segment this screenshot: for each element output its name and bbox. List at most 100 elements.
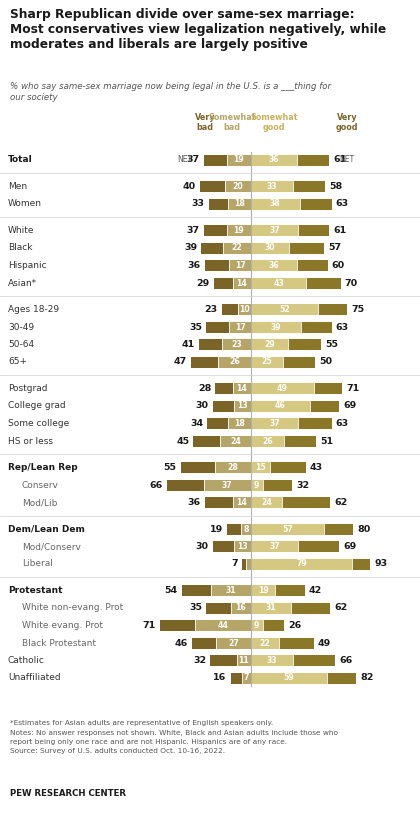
- Bar: [241, 523, 251, 535]
- Bar: [251, 620, 262, 631]
- Text: 26: 26: [262, 436, 273, 445]
- Text: 37: 37: [186, 155, 199, 164]
- Bar: [222, 304, 238, 315]
- Bar: [213, 400, 234, 412]
- Bar: [306, 278, 341, 288]
- Text: 8: 8: [243, 524, 249, 533]
- Bar: [166, 479, 204, 491]
- Text: 42: 42: [309, 586, 322, 595]
- Text: Black: Black: [8, 243, 32, 252]
- Text: 65+: 65+: [8, 357, 27, 366]
- Text: Very
good: Very good: [336, 113, 358, 132]
- Text: Some college: Some college: [8, 419, 69, 428]
- Bar: [233, 278, 251, 288]
- Text: 44: 44: [217, 621, 228, 630]
- Text: Mod/Conserv: Mod/Conserv: [22, 542, 81, 551]
- Bar: [270, 462, 306, 473]
- Bar: [251, 655, 293, 666]
- Text: Total: Total: [8, 155, 33, 164]
- Text: 31: 31: [226, 586, 236, 595]
- Text: 61: 61: [333, 226, 346, 235]
- Bar: [251, 199, 299, 209]
- Text: 37: 37: [186, 226, 199, 235]
- Text: White: White: [8, 226, 34, 235]
- Text: 32: 32: [296, 480, 309, 489]
- Bar: [251, 523, 324, 535]
- Text: Mod/Lib: Mod/Lib: [22, 498, 58, 507]
- Bar: [199, 339, 222, 350]
- Text: 13: 13: [237, 401, 248, 410]
- Text: 13: 13: [237, 542, 248, 551]
- Bar: [251, 585, 276, 596]
- Text: 26: 26: [229, 357, 240, 366]
- Bar: [215, 383, 233, 394]
- Bar: [228, 199, 251, 209]
- Bar: [251, 304, 318, 315]
- Text: 62: 62: [334, 498, 348, 507]
- Text: 27: 27: [228, 638, 239, 647]
- Text: 50: 50: [319, 357, 332, 366]
- Text: 70: 70: [344, 278, 358, 287]
- Text: 57: 57: [328, 243, 341, 252]
- Text: Rep/Lean Rep: Rep/Lean Rep: [8, 463, 78, 472]
- Bar: [228, 418, 251, 429]
- Bar: [193, 435, 220, 447]
- Text: 79: 79: [296, 559, 307, 568]
- Bar: [291, 602, 331, 614]
- Text: 36: 36: [188, 261, 201, 270]
- Bar: [251, 497, 282, 508]
- Bar: [298, 541, 339, 552]
- Text: 22: 22: [260, 638, 270, 647]
- Text: Conserv: Conserv: [22, 480, 59, 489]
- Bar: [289, 243, 324, 253]
- Bar: [207, 418, 228, 429]
- Text: 33: 33: [192, 199, 205, 208]
- Text: Women: Women: [8, 199, 42, 208]
- Text: Somewhat
good: Somewhat good: [250, 113, 298, 132]
- Text: 82: 82: [360, 673, 373, 682]
- Text: 30: 30: [196, 401, 209, 410]
- Bar: [205, 497, 233, 508]
- Bar: [276, 585, 305, 596]
- Text: 69: 69: [343, 542, 357, 551]
- Text: 18: 18: [234, 199, 245, 208]
- Bar: [210, 655, 237, 666]
- Bar: [251, 400, 310, 412]
- Bar: [352, 558, 370, 570]
- Bar: [204, 479, 251, 491]
- Text: 46: 46: [275, 401, 286, 410]
- Text: 18: 18: [234, 419, 245, 428]
- Text: 40: 40: [183, 182, 196, 191]
- Bar: [283, 357, 315, 367]
- Bar: [216, 637, 251, 649]
- Bar: [251, 225, 298, 236]
- Text: *Estimates for Asian adults are representative of English speakers only.: *Estimates for Asian adults are represen…: [10, 720, 273, 726]
- Text: White evang. Prot: White evang. Prot: [22, 621, 103, 630]
- Text: 30: 30: [196, 542, 209, 551]
- Text: 35: 35: [189, 603, 202, 612]
- Bar: [251, 602, 291, 614]
- Text: Men: Men: [8, 182, 27, 191]
- Bar: [297, 155, 329, 165]
- Text: 60: 60: [332, 261, 345, 270]
- Text: 29: 29: [197, 278, 210, 287]
- Text: 71: 71: [143, 621, 156, 630]
- Text: 75: 75: [351, 305, 364, 314]
- Bar: [160, 620, 195, 631]
- Bar: [233, 383, 251, 394]
- Text: 66: 66: [339, 656, 353, 665]
- Bar: [251, 541, 298, 552]
- Text: 7: 7: [244, 673, 249, 682]
- Bar: [242, 672, 251, 684]
- Text: 41: 41: [181, 340, 194, 349]
- Text: 16: 16: [235, 603, 246, 612]
- Text: 62: 62: [334, 603, 348, 612]
- Text: 37: 37: [269, 226, 280, 235]
- Text: NET: NET: [339, 155, 354, 164]
- Text: NET: NET: [178, 155, 193, 164]
- Bar: [251, 558, 352, 570]
- Text: 54: 54: [165, 586, 178, 595]
- Text: Somewhat
bad: Somewhat bad: [208, 113, 256, 132]
- Bar: [298, 418, 332, 429]
- Text: 37: 37: [269, 542, 280, 551]
